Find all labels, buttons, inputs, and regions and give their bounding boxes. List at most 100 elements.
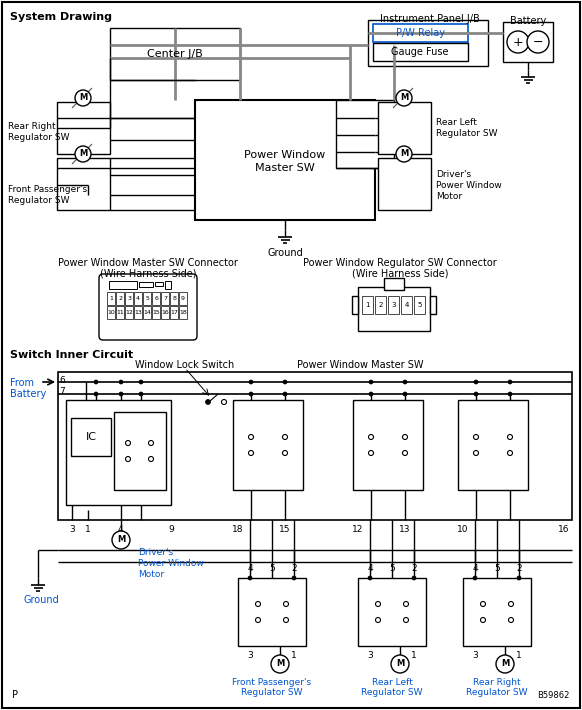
- Text: M: M: [396, 660, 404, 669]
- Bar: [125, 306, 133, 319]
- Circle shape: [481, 601, 485, 606]
- Text: Rear Right: Rear Right: [8, 122, 56, 131]
- Circle shape: [481, 618, 485, 623]
- Text: 15: 15: [279, 525, 291, 534]
- Text: Battery: Battery: [10, 389, 46, 399]
- Bar: [71, 418, 111, 456]
- Text: M: M: [400, 150, 408, 158]
- Bar: [373, 24, 468, 42]
- Circle shape: [508, 380, 512, 384]
- Text: Power Window Regulator SW Connector: Power Window Regulator SW Connector: [303, 258, 497, 268]
- Text: 3: 3: [367, 651, 373, 660]
- Bar: [463, 578, 531, 646]
- Bar: [373, 43, 468, 61]
- Circle shape: [205, 400, 211, 405]
- Circle shape: [403, 392, 407, 396]
- Text: Battery: Battery: [510, 16, 546, 26]
- Bar: [143, 306, 151, 319]
- Text: 4: 4: [404, 302, 409, 308]
- Bar: [161, 292, 169, 305]
- Bar: [139, 282, 153, 287]
- Text: Regulator SW: Regulator SW: [361, 688, 423, 697]
- Text: M: M: [117, 535, 125, 545]
- Bar: [414, 296, 425, 314]
- Bar: [143, 292, 151, 305]
- Circle shape: [508, 435, 513, 439]
- Text: M: M: [400, 94, 408, 102]
- Circle shape: [255, 601, 261, 606]
- Circle shape: [527, 31, 549, 53]
- Text: System Drawing: System Drawing: [10, 12, 112, 22]
- Text: Instrument Panel J/B: Instrument Panel J/B: [380, 14, 480, 24]
- Circle shape: [474, 380, 478, 384]
- Text: 7: 7: [59, 387, 65, 396]
- Circle shape: [391, 655, 409, 673]
- Bar: [378, 102, 431, 154]
- Bar: [116, 292, 124, 305]
- Circle shape: [282, 451, 288, 456]
- Circle shape: [283, 392, 287, 396]
- Text: 11: 11: [116, 310, 124, 315]
- Text: (Wire Harness Side): (Wire Harness Side): [100, 269, 196, 279]
- Text: Ground: Ground: [23, 595, 59, 605]
- Circle shape: [517, 576, 521, 580]
- Text: Power Window: Power Window: [138, 559, 204, 568]
- Text: Regulator SW: Regulator SW: [242, 688, 303, 697]
- Bar: [110, 28, 240, 80]
- Text: 4: 4: [117, 525, 123, 534]
- Circle shape: [94, 392, 98, 396]
- Circle shape: [119, 380, 123, 384]
- Circle shape: [283, 618, 289, 623]
- Text: (Wire Harness Side): (Wire Harness Side): [352, 269, 448, 279]
- Circle shape: [368, 435, 374, 439]
- Text: 9: 9: [168, 525, 174, 534]
- Text: 18: 18: [179, 310, 187, 315]
- Text: 10: 10: [107, 310, 115, 315]
- Text: 1: 1: [516, 651, 522, 660]
- Bar: [375, 296, 386, 314]
- Bar: [336, 100, 394, 168]
- Text: 2: 2: [516, 564, 522, 573]
- Text: Window Lock Switch: Window Lock Switch: [136, 360, 235, 370]
- Text: Front Passenger's: Front Passenger's: [232, 678, 311, 687]
- Circle shape: [75, 146, 91, 162]
- Text: 1: 1: [411, 651, 417, 660]
- Text: IC: IC: [86, 432, 97, 442]
- Text: Motor: Motor: [138, 570, 164, 579]
- Circle shape: [112, 531, 130, 549]
- Bar: [155, 282, 163, 286]
- Circle shape: [403, 435, 407, 439]
- Circle shape: [222, 400, 226, 405]
- Text: 3: 3: [127, 296, 131, 301]
- Circle shape: [75, 90, 91, 106]
- Text: 5: 5: [269, 564, 275, 573]
- Text: −: −: [533, 36, 543, 48]
- Text: Center J/B: Center J/B: [147, 49, 203, 59]
- Text: 5: 5: [145, 296, 149, 301]
- Text: 3: 3: [247, 651, 253, 660]
- Circle shape: [396, 90, 412, 106]
- Bar: [58, 372, 572, 520]
- Text: 4: 4: [247, 564, 253, 573]
- Text: 2: 2: [118, 296, 122, 301]
- Circle shape: [271, 655, 289, 673]
- Text: Rear Left: Rear Left: [436, 118, 477, 127]
- Text: 2: 2: [378, 302, 383, 308]
- Text: Master SW: Master SW: [255, 163, 315, 173]
- Circle shape: [249, 392, 253, 396]
- Circle shape: [507, 31, 529, 53]
- Text: 15: 15: [152, 310, 160, 315]
- Text: 2: 2: [411, 564, 417, 573]
- Bar: [195, 100, 375, 220]
- Bar: [503, 22, 553, 62]
- Text: 3: 3: [391, 302, 396, 308]
- Text: Driver's: Driver's: [138, 548, 173, 557]
- Text: 5: 5: [417, 302, 422, 308]
- Circle shape: [139, 380, 143, 384]
- Text: 7: 7: [163, 296, 167, 301]
- Circle shape: [255, 618, 261, 623]
- Text: Front Passenger's: Front Passenger's: [8, 185, 87, 194]
- Circle shape: [473, 576, 477, 580]
- Circle shape: [248, 576, 252, 580]
- Circle shape: [396, 146, 412, 162]
